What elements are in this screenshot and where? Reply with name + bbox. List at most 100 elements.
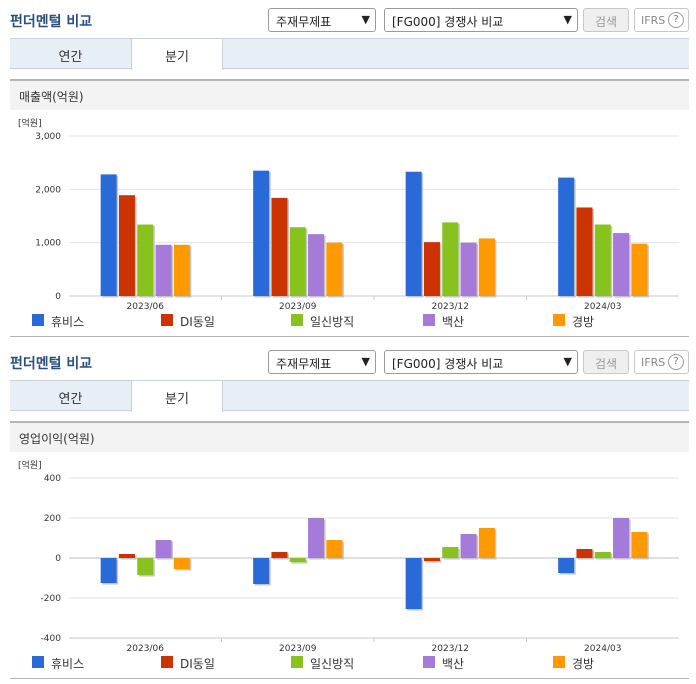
bar: [253, 170, 270, 296]
y-tick-label: 200: [44, 514, 61, 524]
chevron-down-icon: ▼: [563, 355, 572, 368]
period-tabs: 연간 분기: [10, 380, 689, 412]
x-tick-label: 2023/06: [127, 644, 165, 652]
legend-label: DI동일: [180, 315, 215, 329]
operating-income-panel: 펀더멘털 비교 주재무제표 ▼ [FG000] 경쟁사 비교 ▼ 검색 IFRS…: [0, 342, 696, 684]
legend-swatch: [423, 314, 435, 326]
bar: [631, 532, 648, 558]
search-button[interactable]: 검색: [583, 350, 629, 374]
y-tick-label: 0: [55, 292, 61, 302]
legend-swatch: [423, 656, 435, 668]
ifrs-label: IFRS: [641, 14, 666, 27]
y-tick-label: 400: [44, 474, 61, 484]
bar: [253, 558, 270, 584]
statement-select-value: 주재무제표: [276, 15, 332, 29]
bar: [460, 534, 477, 558]
bar: [118, 195, 135, 296]
bar: [558, 558, 575, 573]
y-tick-label: 3,000: [35, 132, 61, 142]
y-tick-label: 0: [55, 554, 61, 564]
bar: [576, 207, 593, 296]
bar: [576, 549, 593, 558]
bar: [289, 558, 306, 562]
revenue-chart: [억원] 0 1,000 2,000 3,000 2023/06 2023/09 2023/1…: [18, 117, 679, 310]
compare-select[interactable]: [FG000] 경쟁사 비교 ▼: [384, 350, 578, 374]
bar: [423, 558, 440, 561]
legend-swatch: [553, 314, 565, 326]
unit-label: [억원]: [18, 459, 42, 471]
search-button[interactable]: 검색: [583, 8, 629, 32]
legend-label: 휴비스: [51, 315, 85, 329]
ifrs-button[interactable]: IFRS ?: [634, 350, 689, 374]
period-tabs: 연간 분기: [10, 38, 689, 70]
statement-select[interactable]: 주재무제표 ▼: [268, 350, 376, 374]
bar: [118, 554, 135, 558]
legend-swatch: [32, 656, 44, 668]
help-icon[interactable]: ?: [668, 354, 684, 370]
legend-label: 일신방직: [310, 315, 355, 329]
x-tick-label: 2023/12: [432, 302, 469, 310]
bar: [271, 552, 288, 558]
bar: [594, 552, 611, 558]
chart-legend: 휴비스 DI동일 일신방직 백산 경방: [32, 313, 672, 329]
x-tick-label: 2023/09: [279, 302, 317, 310]
legend-label: 일신방직: [310, 657, 355, 671]
y-tick-label: -200: [41, 594, 62, 604]
tab-quarterly[interactable]: 분기: [131, 381, 223, 412]
bar: [613, 518, 630, 558]
bar: [271, 197, 288, 296]
bar: [460, 242, 477, 296]
chart-header: 영업이익(억원): [10, 421, 689, 452]
tab-annual[interactable]: 연간: [58, 392, 83, 407]
chart-title: 매출액(억원): [19, 90, 84, 104]
bar: [405, 171, 422, 296]
operating-income-chart: [억원] -400 -200 0 200 400 2023/06 2023/09 2023/12…: [18, 459, 679, 652]
bar: [326, 242, 343, 296]
bar: [100, 174, 117, 296]
compare-select-value: [FG000] 경쟁사 비교: [392, 15, 504, 29]
compare-select-value: [FG000] 경쟁사 비교: [392, 357, 504, 371]
legend-label: 백산: [442, 657, 465, 671]
chevron-down-icon: ▼: [563, 13, 572, 26]
ifrs-label: IFRS: [641, 356, 666, 369]
bar: [405, 558, 422, 609]
bar: [558, 177, 575, 296]
y-tick-label: 2,000: [35, 185, 61, 195]
bar: [631, 243, 648, 296]
x-tick-label: 2024/03: [584, 302, 621, 310]
chevron-down-icon: ▼: [361, 355, 370, 368]
chart-header: 매출액(억원): [10, 79, 689, 110]
bar: [308, 518, 325, 558]
ifrs-button[interactable]: IFRS ?: [634, 8, 689, 32]
panel-header: 펀더멘털 비교 주재무제표 ▼ [FG000] 경쟁사 비교 ▼ 검색 IFRS…: [0, 342, 696, 380]
bar: [137, 224, 154, 296]
bar: [173, 558, 190, 569]
statement-select[interactable]: 주재무제표 ▼: [268, 8, 376, 32]
bar: [100, 558, 117, 583]
bar: [155, 244, 172, 296]
bar: [289, 227, 306, 296]
legend-swatch: [161, 314, 173, 326]
legend-swatch: [553, 656, 565, 668]
panel-header: 펀더멘털 비교 주재무제표 ▼ [FG000] 경쟁사 비교 ▼ 검색 IFRS…: [0, 0, 696, 38]
chart-legend: 휴비스 DI동일 일신방직 백산 경방: [32, 655, 672, 671]
legend-swatch: [291, 656, 303, 668]
bar: [137, 558, 154, 575]
legend-label: DI동일: [180, 657, 215, 671]
revenue-panel: 펀더멘털 비교 주재무제표 ▼ [FG000] 경쟁사 비교 ▼ 검색 IFRS…: [0, 0, 696, 337]
compare-select[interactable]: [FG000] 경쟁사 비교 ▼: [384, 8, 578, 32]
chevron-down-icon: ▼: [361, 13, 370, 26]
tab-annual[interactable]: 연간: [58, 50, 83, 65]
y-tick-label: 1,000: [35, 239, 61, 249]
bar: [613, 233, 630, 296]
help-icon[interactable]: ?: [668, 12, 684, 28]
bar: [478, 528, 495, 558]
tab-quarterly[interactable]: 분기: [131, 39, 223, 70]
legend-label: 백산: [442, 315, 465, 329]
bar: [594, 224, 611, 296]
panel-title: 펀더멘털 비교: [10, 14, 93, 30]
bar: [326, 540, 343, 558]
legend-label: 경방: [572, 657, 595, 671]
x-tick-label: 2024/03: [584, 644, 621, 652]
legend-swatch: [32, 314, 44, 326]
